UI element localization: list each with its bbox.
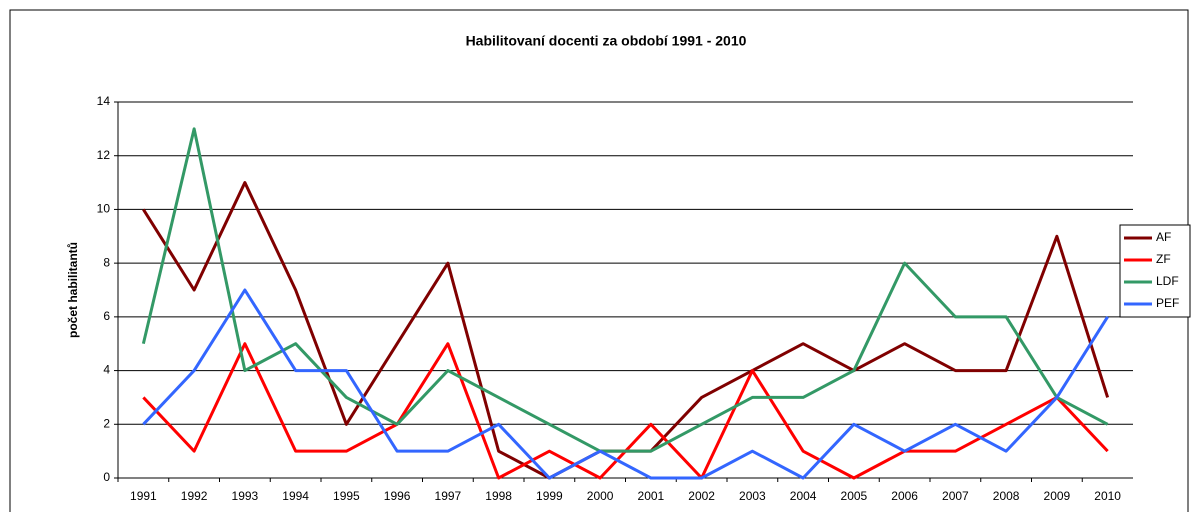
legend-label: AF	[1156, 230, 1171, 244]
x-tick-label: 2008	[993, 489, 1020, 503]
y-tick-label: 0	[103, 470, 110, 484]
legend-box	[1119, 224, 1191, 318]
x-tick-label: 2009	[1044, 489, 1071, 503]
x-tick-label: 2006	[891, 489, 918, 503]
legend-label: PEF	[1156, 296, 1179, 310]
y-axis-label: počet habilitantů	[66, 242, 80, 338]
x-tick-label: 1996	[384, 489, 411, 503]
y-tick-label: 12	[97, 148, 111, 162]
x-tick-label: 1993	[232, 489, 259, 503]
x-tick-label: 2010	[1094, 489, 1121, 503]
chart-border	[9, 9, 1189, 512]
x-tick-label: 1994	[282, 489, 309, 503]
x-tick-label: 1998	[485, 489, 512, 503]
x-tick-label: 2001	[638, 489, 665, 503]
legend-label: ZF	[1156, 252, 1171, 266]
x-tick-label: 1997	[435, 489, 462, 503]
y-tick-label: 14	[97, 94, 111, 108]
x-tick-label: 2003	[739, 489, 766, 503]
x-tick-label: 2004	[790, 489, 817, 503]
series-line	[141, 127, 1109, 453]
x-tick-label: 2000	[587, 489, 614, 503]
x-tick-label: 2002	[688, 489, 715, 503]
y-tick-label: 6	[103, 309, 110, 323]
y-tick-label: 2	[103, 416, 110, 430]
x-tick-label: 1992	[181, 489, 208, 503]
x-tick-label: 1991	[130, 489, 157, 503]
legend-label: LDF	[1156, 274, 1179, 288]
chart-title: Habilitovaní docenti za období 1991 - 20…	[466, 33, 747, 49]
series-line	[142, 288, 1109, 480]
x-tick-label: 1995	[333, 489, 360, 503]
y-tick-label: 8	[103, 255, 110, 269]
x-tick-label: 2005	[841, 489, 868, 503]
y-tick-label: 4	[103, 363, 110, 377]
x-tick-label: 2007	[942, 489, 969, 503]
x-tick-label: 1999	[536, 489, 563, 503]
y-tick-label: 10	[97, 202, 111, 216]
